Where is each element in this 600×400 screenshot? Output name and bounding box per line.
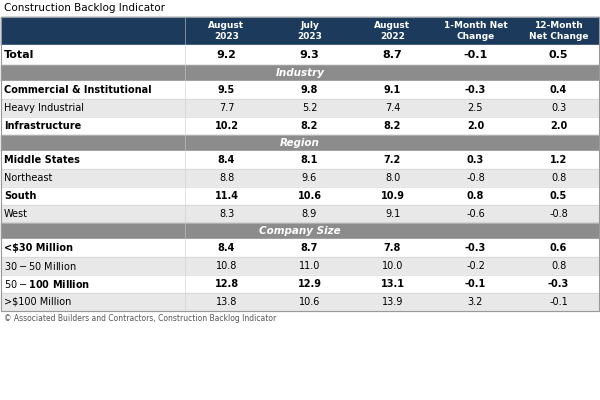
Text: Construction Backlog Indicator: Construction Backlog Indicator	[4, 3, 165, 13]
Text: Infrastructure: Infrastructure	[4, 121, 81, 131]
Text: 10.6: 10.6	[298, 191, 322, 201]
Text: 9.2: 9.2	[217, 50, 236, 60]
Text: 7.2: 7.2	[384, 155, 401, 165]
Text: $30-$50 Million: $30-$50 Million	[4, 260, 76, 272]
Text: -0.1: -0.1	[465, 279, 486, 289]
Text: -0.6: -0.6	[466, 209, 485, 219]
Bar	[1, 135, 599, 151]
Text: 13.1: 13.1	[380, 279, 404, 289]
Text: 9.1: 9.1	[385, 209, 400, 219]
Bar	[1, 117, 599, 135]
Text: 8.7: 8.7	[301, 243, 318, 253]
Text: -0.2: -0.2	[466, 261, 485, 271]
Text: -0.3: -0.3	[465, 85, 486, 95]
Bar	[1, 17, 599, 311]
Text: 0.3: 0.3	[467, 155, 484, 165]
Text: 8.4: 8.4	[218, 155, 235, 165]
Text: -0.3: -0.3	[465, 243, 486, 253]
Text: © Associated Builders and Contractors, Construction Backlog Indicator: © Associated Builders and Contractors, C…	[4, 314, 276, 323]
Text: -0.8: -0.8	[466, 173, 485, 183]
Text: 0.4: 0.4	[550, 85, 567, 95]
Text: 5.2: 5.2	[302, 103, 317, 113]
Bar	[1, 45, 599, 65]
Text: 10.9: 10.9	[380, 191, 404, 201]
Text: 8.3: 8.3	[219, 209, 234, 219]
Text: 10.6: 10.6	[299, 297, 320, 307]
Bar	[1, 257, 599, 275]
Text: 9.5: 9.5	[218, 85, 235, 95]
Text: 7.8: 7.8	[384, 243, 401, 253]
Text: $50-$100 Million: $50-$100 Million	[4, 278, 90, 290]
Text: 2.0: 2.0	[467, 121, 484, 131]
Text: 9.6: 9.6	[302, 173, 317, 183]
Text: 9.3: 9.3	[299, 50, 319, 60]
Text: Heavy Industrial: Heavy Industrial	[4, 103, 84, 113]
Bar	[1, 223, 599, 239]
Text: 7.7: 7.7	[219, 103, 234, 113]
Text: Commercial & Institutional: Commercial & Institutional	[4, 85, 152, 95]
Text: Region: Region	[280, 138, 320, 148]
Bar	[1, 151, 599, 169]
Text: 8.2: 8.2	[384, 121, 401, 131]
Text: 10.0: 10.0	[382, 261, 403, 271]
Text: 11.4: 11.4	[215, 191, 239, 201]
Text: -0.8: -0.8	[549, 209, 568, 219]
Text: 13.9: 13.9	[382, 297, 403, 307]
Text: South: South	[4, 191, 37, 201]
Text: 2.5: 2.5	[468, 103, 483, 113]
Text: 9.1: 9.1	[384, 85, 401, 95]
Text: 8.9: 8.9	[302, 209, 317, 219]
Text: 0.3: 0.3	[551, 103, 566, 113]
Bar	[1, 275, 599, 293]
Bar	[1, 293, 599, 311]
Text: 12.9: 12.9	[298, 279, 322, 289]
Text: 10.2: 10.2	[215, 121, 239, 131]
Bar	[1, 65, 599, 81]
Text: 0.5: 0.5	[550, 191, 567, 201]
Text: 2.0: 2.0	[550, 121, 567, 131]
Text: Industry: Industry	[275, 68, 325, 78]
Text: Northeast: Northeast	[4, 173, 52, 183]
Text: Middle States: Middle States	[4, 155, 80, 165]
Bar	[1, 187, 599, 205]
Text: -0.1: -0.1	[549, 297, 568, 307]
Text: 0.5: 0.5	[549, 50, 568, 60]
Text: 13.8: 13.8	[216, 297, 237, 307]
Bar	[1, 99, 599, 117]
Bar	[1, 239, 599, 257]
Text: 8.4: 8.4	[218, 243, 235, 253]
Bar	[1, 81, 599, 99]
Text: 3.2: 3.2	[468, 297, 483, 307]
Text: 9.8: 9.8	[301, 85, 318, 95]
Text: 1-Month Net
Change: 1-Month Net Change	[443, 21, 508, 41]
Text: West: West	[4, 209, 28, 219]
Text: -0.1: -0.1	[463, 50, 488, 60]
Text: -0.3: -0.3	[548, 279, 569, 289]
Text: 12-Month
Net Change: 12-Month Net Change	[529, 21, 588, 41]
Text: 1.2: 1.2	[550, 155, 567, 165]
Bar	[1, 205, 599, 223]
Text: >$100 Million: >$100 Million	[4, 297, 71, 307]
Text: 8.2: 8.2	[301, 121, 318, 131]
Text: 7.4: 7.4	[385, 103, 400, 113]
Text: 8.8: 8.8	[219, 173, 234, 183]
Text: 11.0: 11.0	[299, 261, 320, 271]
Text: Company Size: Company Size	[259, 226, 341, 236]
Text: 12.8: 12.8	[214, 279, 239, 289]
Text: July
2023: July 2023	[297, 21, 322, 41]
Text: August
2023: August 2023	[208, 21, 245, 41]
Text: August
2022: August 2022	[374, 21, 410, 41]
Text: 0.8: 0.8	[551, 173, 566, 183]
Text: <$30 Million: <$30 Million	[4, 243, 73, 253]
Text: 0.6: 0.6	[550, 243, 567, 253]
Text: 8.0: 8.0	[385, 173, 400, 183]
Text: 10.8: 10.8	[216, 261, 237, 271]
Text: 8.1: 8.1	[301, 155, 318, 165]
Text: 0.8: 0.8	[467, 191, 484, 201]
Text: 8.7: 8.7	[383, 50, 403, 60]
Text: Total: Total	[4, 50, 34, 60]
Bar	[1, 17, 599, 45]
Text: 0.8: 0.8	[551, 261, 566, 271]
Bar	[1, 169, 599, 187]
